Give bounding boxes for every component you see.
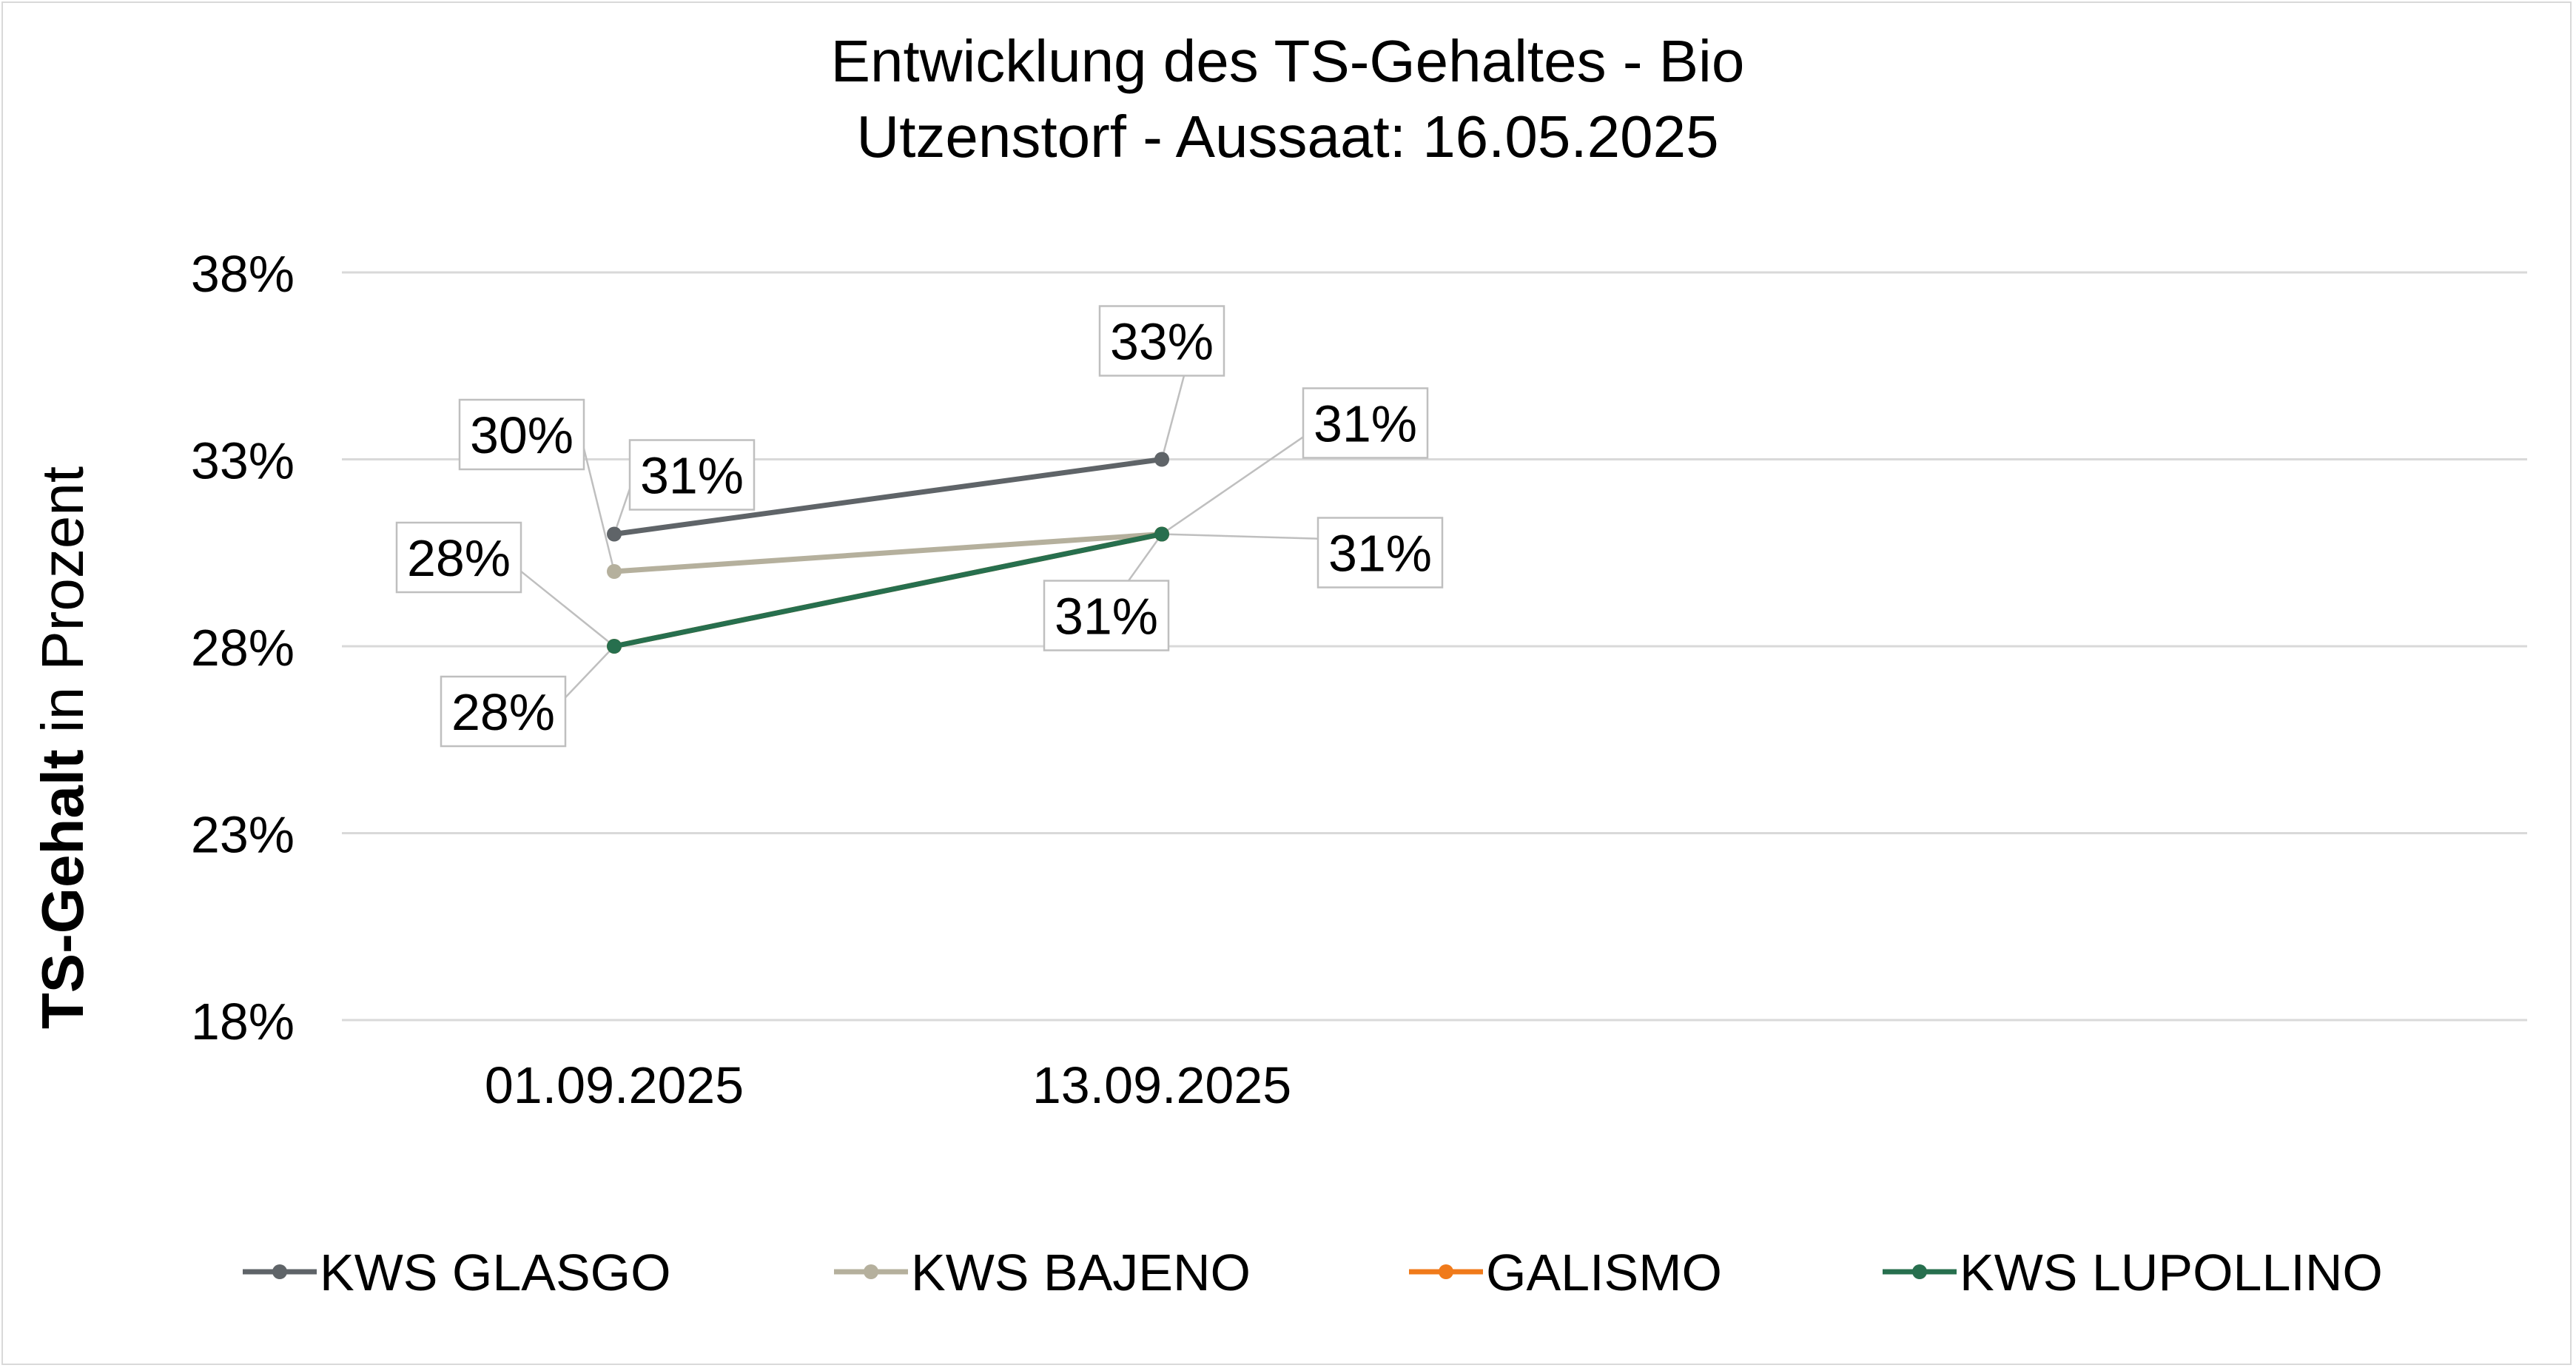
data-label: 31%: [1314, 395, 1417, 453]
data-label-leader: [613, 488, 631, 534]
data-label: 31%: [640, 447, 744, 505]
legend-label: KWS LUPOLLINO: [1960, 1244, 2383, 1301]
y-axis-label-rest: in Prozent: [30, 466, 95, 749]
series-line: [613, 532, 1163, 574]
data-label-leader: [565, 646, 615, 699]
data-label-leader: [1161, 436, 1304, 535]
data-label-leader: [1127, 533, 1163, 582]
legend-marker: [864, 1264, 878, 1279]
y-tick-label: 28%: [191, 619, 295, 677]
data-label-leader: [1160, 375, 1186, 460]
data-label: 33%: [1110, 313, 1214, 371]
data-label: 28%: [451, 683, 555, 741]
data-label-box: [440, 675, 567, 748]
y-tick-label: 38%: [191, 245, 295, 303]
series-line: [613, 457, 1163, 537]
y-tick-labels: 18% 23% 28% 33% 38%: [191, 245, 295, 1050]
data-point: [607, 526, 622, 542]
data-label-box: [1043, 580, 1170, 651]
data-label-leader: [582, 448, 616, 572]
data-label-box: [1302, 387, 1429, 459]
chart-title: Entwicklung des TS-Gehaltes - Bio: [831, 28, 1745, 94]
legend-label: GALISMO: [1486, 1244, 1722, 1301]
y-tick-label: 33%: [191, 432, 295, 490]
data-point: [1154, 526, 1169, 542]
legend-marker: [272, 1264, 287, 1279]
data-label-box: [458, 398, 585, 471]
data-label-leader: [520, 570, 615, 647]
data-point: [607, 564, 622, 579]
y-tick-label: 23%: [191, 806, 295, 864]
data-label-box: [1098, 305, 1225, 377]
data-label-box: [395, 521, 522, 594]
legend-label: KWS GLASGO: [320, 1244, 671, 1301]
data-point: [607, 639, 622, 654]
legend-marker: [1439, 1264, 1453, 1279]
series-lines: [607, 452, 1169, 654]
y-axis-label-bold: TS-Gehalt: [30, 749, 95, 1029]
data-label-box: [628, 439, 756, 511]
series-line: [613, 532, 1163, 649]
x-tick-label: 13.09.2025: [1032, 1056, 1291, 1114]
y-tick-label: 18%: [191, 993, 295, 1050]
data-label-leader: [1161, 533, 1319, 540]
gridlines: [342, 271, 2527, 1022]
data-label-callouts: 31% 33% 30% 31% 28% 31% 28% 31%: [395, 305, 1444, 748]
data-label: 31%: [1055, 588, 1158, 646]
x-tick-labels: 01.09.2025 13.09.2025: [485, 1056, 1291, 1114]
legend-marker: [1912, 1264, 1927, 1279]
y-axis-label: TS-Gehalt in Prozent: [30, 466, 95, 1029]
data-label: 28%: [407, 529, 511, 587]
data-point: [1154, 452, 1169, 467]
x-tick-label: 01.09.2025: [485, 1056, 744, 1114]
data-label: 30%: [470, 406, 574, 464]
legend-label: KWS BAJENO: [911, 1244, 1251, 1301]
data-label-box: [1316, 517, 1444, 589]
legend: KWS GLASGO KWS BAJENO GALISMO KWS LUPOLLINO: [243, 1244, 2383, 1301]
chart-subtitle: Utzenstorf - Aussaat: 16.05.2025: [856, 104, 1718, 170]
data-label: 31%: [1328, 525, 1432, 583]
